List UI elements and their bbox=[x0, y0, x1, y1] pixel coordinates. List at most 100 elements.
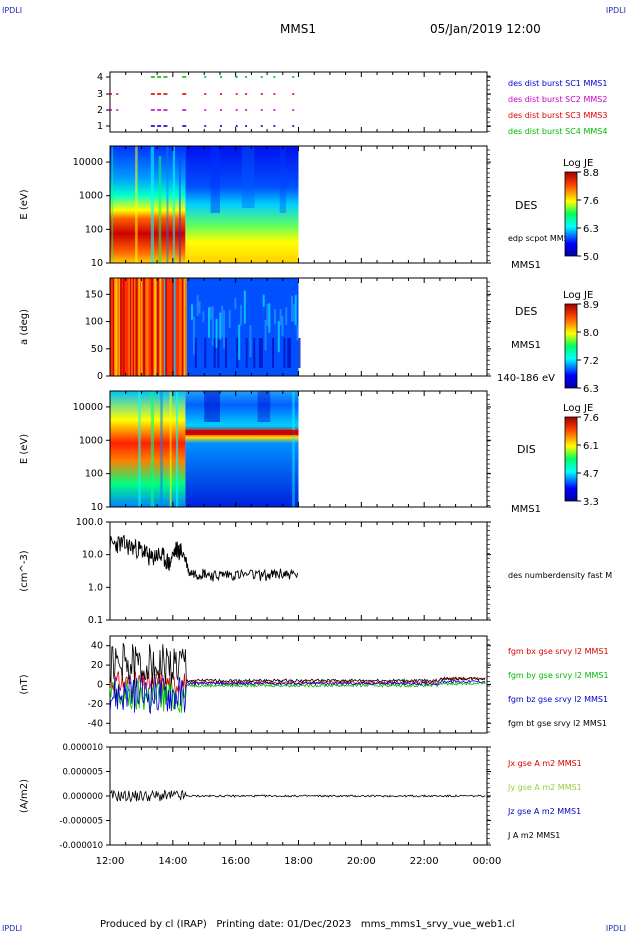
des-pitch-panel-patch bbox=[292, 304, 295, 322]
x-axis-tick-label: 12:00 bbox=[96, 856, 125, 867]
des-pitch-panel-colorbar-tick-label: 6.3 bbox=[583, 384, 599, 395]
des-energy-panel-stripe bbox=[179, 146, 181, 263]
dis-energy-panel-ytick-label: 10000 bbox=[73, 402, 103, 413]
des-pitch-panel-colorbar-tick-label: 7.2 bbox=[583, 356, 599, 367]
des-energy-panel-ytick-label: 10 bbox=[91, 258, 103, 269]
des-pitch-panel-colorbar-title: Log JE bbox=[563, 290, 593, 301]
des-pitch-panel-patch bbox=[191, 304, 194, 320]
des-energy-panel-ytick-label: 100 bbox=[85, 224, 103, 235]
current-legend-1: Jx gse A m2 MMS1 bbox=[507, 759, 582, 768]
density-panel-frame bbox=[109, 521, 488, 621]
des-pitch-panel-patch bbox=[249, 325, 252, 357]
des-pitch-panel-patch bbox=[290, 295, 293, 322]
dis-energy-panel-ytick-label: 10 bbox=[91, 502, 103, 513]
des-pitch-panel-stripe bbox=[129, 278, 132, 376]
des-pitch-panel-ytick-label: 150 bbox=[85, 289, 103, 300]
bfield-panel-ylabel: (nT) bbox=[19, 674, 30, 694]
des-pitch-panel-stripe bbox=[135, 278, 138, 376]
des-pitch-panel-patch bbox=[194, 338, 197, 368]
bfield-legend-2: fgm by gse srvy l2 MMS1 bbox=[508, 671, 609, 680]
des-pitch-panel-patch bbox=[221, 305, 224, 338]
des-pitch-panel-ytick-label: 100 bbox=[85, 317, 103, 328]
des-pitch-panel-colorbar-tick-label: 8.0 bbox=[583, 328, 599, 339]
density-panel-ytick-label: 0.1 bbox=[88, 615, 103, 626]
des-pitch-panel-stripe bbox=[159, 278, 162, 376]
des-pitch-panel-patch bbox=[260, 338, 263, 368]
bfield-panel-ytick-label: 40 bbox=[91, 641, 103, 652]
des-pitch-panel-stripe bbox=[182, 278, 185, 376]
des-pitch-panel-stripe bbox=[131, 278, 134, 376]
bfield-legend-4: fgm bt gse srvy l2 MMS1 bbox=[508, 719, 607, 728]
des-pitch-panel-corner-label: 140-186 eV bbox=[497, 373, 555, 384]
mission-title: MMS1 bbox=[280, 22, 316, 36]
des-energy-panel-label: DES bbox=[515, 199, 537, 212]
current-series-line bbox=[109, 789, 486, 803]
des-energy-panel-ytick-label: 10000 bbox=[73, 157, 103, 168]
des-pitch-panel-stripe bbox=[112, 278, 115, 376]
des-pitch-panel-patch bbox=[223, 310, 226, 349]
des-pitch-panel-ylabel: a (deg) bbox=[19, 309, 30, 345]
des-pitch-panel-patch bbox=[272, 338, 275, 368]
dis-energy-panel-stripe bbox=[138, 391, 141, 507]
des-pitch-panel-stripe bbox=[150, 278, 153, 376]
des-energy-panel-corner-label: MMS1 bbox=[511, 260, 541, 271]
dis-energy-panel-stripe bbox=[257, 391, 271, 422]
des-pitch-panel-patch bbox=[236, 338, 239, 368]
x-axis-tick-label: 00:00 bbox=[473, 856, 502, 867]
des-pitch-panel-stripe bbox=[118, 278, 121, 376]
des-pitch-panel-ytick-label: 0 bbox=[97, 371, 103, 382]
des-pitch-panel-patch bbox=[277, 321, 280, 353]
des-pitch-panel-patch bbox=[281, 315, 284, 337]
des-energy-panel-ytick-label: 1000 bbox=[79, 191, 103, 202]
density-panel-ytick-label: 1.0 bbox=[88, 582, 103, 593]
burst-panel-frame bbox=[109, 71, 488, 133]
des-pitch-panel-stripe bbox=[114, 278, 117, 376]
dis-energy-panel-colorbar-title: Log JE bbox=[563, 403, 593, 414]
dis-energy-panel-label: DIS bbox=[517, 443, 536, 456]
x-axis-tick-label: 16:00 bbox=[221, 856, 250, 867]
bfield-series-3-line bbox=[109, 673, 486, 714]
des-pitch-panel-patch bbox=[279, 309, 282, 326]
des-energy-panel-colorbar-gradient bbox=[564, 171, 578, 257]
des-pitch-panel-stripe bbox=[156, 278, 159, 376]
des-pitch-panel-patch bbox=[215, 318, 218, 348]
datetime-title: 05/Jan/2019 12:00 bbox=[430, 22, 541, 36]
des-energy-panel-stripe bbox=[158, 156, 162, 263]
density-series-line bbox=[109, 534, 299, 582]
des-pitch-panel-stripe bbox=[143, 278, 146, 376]
bfield-panel-ytick-label: 20 bbox=[91, 660, 103, 671]
des-energy-panel-colorbar-tick-label: 5.0 bbox=[583, 252, 599, 263]
dis-energy-panel-ylabel: E (eV) bbox=[19, 434, 30, 464]
bfield-panel-ytick-label: 0 bbox=[97, 680, 103, 691]
des-pitch-panel-patch bbox=[238, 324, 241, 360]
des-pitch-panel-stripe bbox=[128, 278, 131, 376]
dis-energy-panel-colorbar-gradient bbox=[564, 416, 578, 502]
dis-energy-panel-stripe bbox=[204, 391, 220, 422]
des-pitch-panel-patch bbox=[228, 309, 231, 329]
des-pitch-panel-label: DES bbox=[515, 305, 537, 318]
corner-label-tr: IPDLI bbox=[605, 6, 626, 15]
des-pitch-panel-patch bbox=[219, 312, 222, 340]
des-pitch-panel-patch bbox=[268, 303, 271, 333]
des-pitch-panel-patch bbox=[253, 338, 256, 368]
des-pitch-panel-stripe bbox=[153, 278, 156, 376]
des-pitch-panel-patch bbox=[196, 295, 199, 316]
density-panel-ylabel: (cm^-3) bbox=[19, 550, 30, 591]
des-energy-panel-stripe bbox=[172, 146, 176, 263]
des-pitch-panel-patch bbox=[298, 338, 301, 368]
des-pitch-panel-patch bbox=[262, 294, 265, 307]
corner-label-bl: IPDLI bbox=[2, 924, 23, 933]
des-pitch-panel-patch bbox=[234, 298, 237, 310]
des-pitch-panel-patch bbox=[294, 295, 297, 326]
des-pitch-panel-stripe bbox=[172, 278, 175, 376]
des-pitch-panel-patch bbox=[245, 338, 248, 368]
current-panel-ytick-label: 0.000005 bbox=[62, 768, 103, 778]
des-pitch-panel-patch bbox=[240, 304, 243, 326]
current-legend-4: J A m2 MMS1 bbox=[507, 831, 560, 840]
des-pitch-panel-patch bbox=[273, 308, 276, 325]
dis-energy-panel-stripe bbox=[169, 391, 172, 507]
current-panel-ytick-label: -0.000005 bbox=[59, 817, 103, 827]
des-pitch-panel-patch bbox=[217, 338, 220, 368]
des-pitch-panel-stripe bbox=[183, 278, 186, 376]
x-axis-tick-label: 14:00 bbox=[158, 856, 187, 867]
